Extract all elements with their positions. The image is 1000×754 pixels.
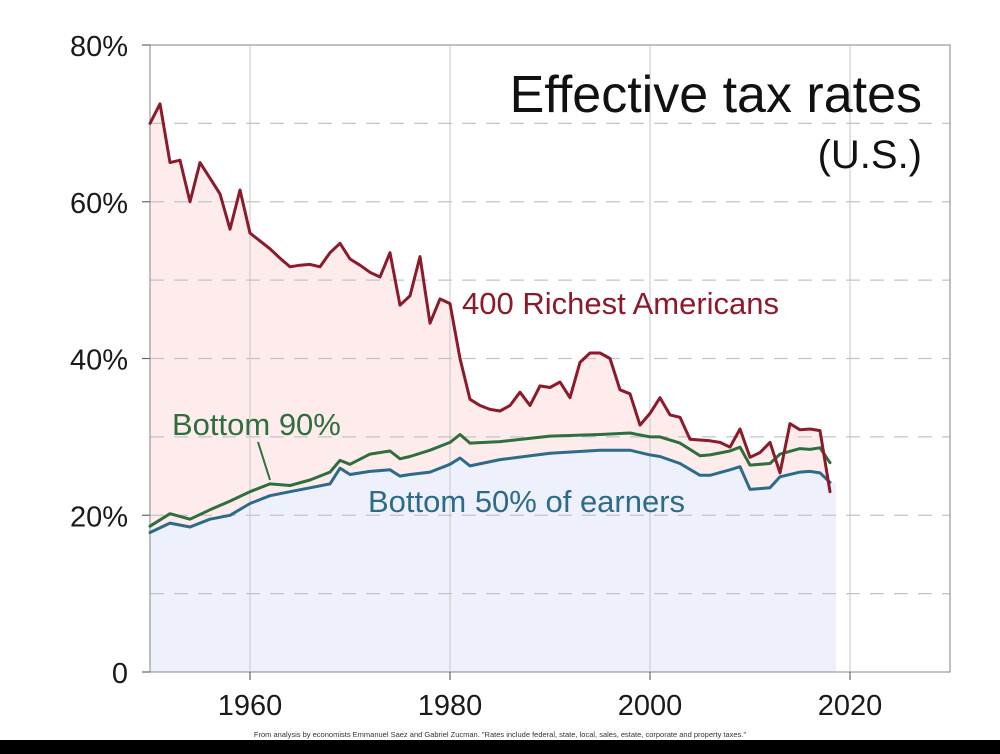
- x-tick-label: 1980: [418, 690, 483, 722]
- y-tick-labels: 0 20% 40% 60% 80%: [70, 31, 128, 690]
- y-tick-label: 80%: [70, 31, 128, 63]
- x-tick-label: 2020: [818, 690, 883, 722]
- grid-lines: [150, 45, 950, 672]
- x-tick-label: 2000: [618, 690, 683, 722]
- y-tick-label: 20%: [70, 501, 128, 533]
- series-line-0: [148, 102, 832, 494]
- label-bottom-90-pointer: [257, 441, 271, 481]
- label-400-richest: 400 Richest Americans: [462, 286, 779, 321]
- y-tick-label: 60%: [70, 188, 128, 220]
- chart-subtitle: (U.S.): [818, 133, 922, 177]
- x-tick-labels: 1960 1980 2000 2020: [218, 690, 883, 722]
- label-bottom-90: Bottom 90%: [172, 407, 341, 442]
- series-line-2: [148, 448, 832, 534]
- axes: [142, 44, 951, 680]
- bottom-bar: [0, 740, 1000, 754]
- y-tick-label: 40%: [70, 345, 128, 377]
- series-lines: [148, 102, 832, 534]
- series-line-1: [148, 431, 832, 528]
- chart-title: Effective tax rates: [510, 66, 922, 124]
- series-fills: [150, 103, 836, 673]
- x-tick-label: 1960: [218, 690, 283, 722]
- series-fill-2: [150, 450, 836, 672]
- label-bottom-50: Bottom 50% of earners: [368, 484, 685, 519]
- y-tick-label: 0: [112, 658, 128, 690]
- source-note: From analysis by economists Emmanuel Sae…: [254, 730, 747, 739]
